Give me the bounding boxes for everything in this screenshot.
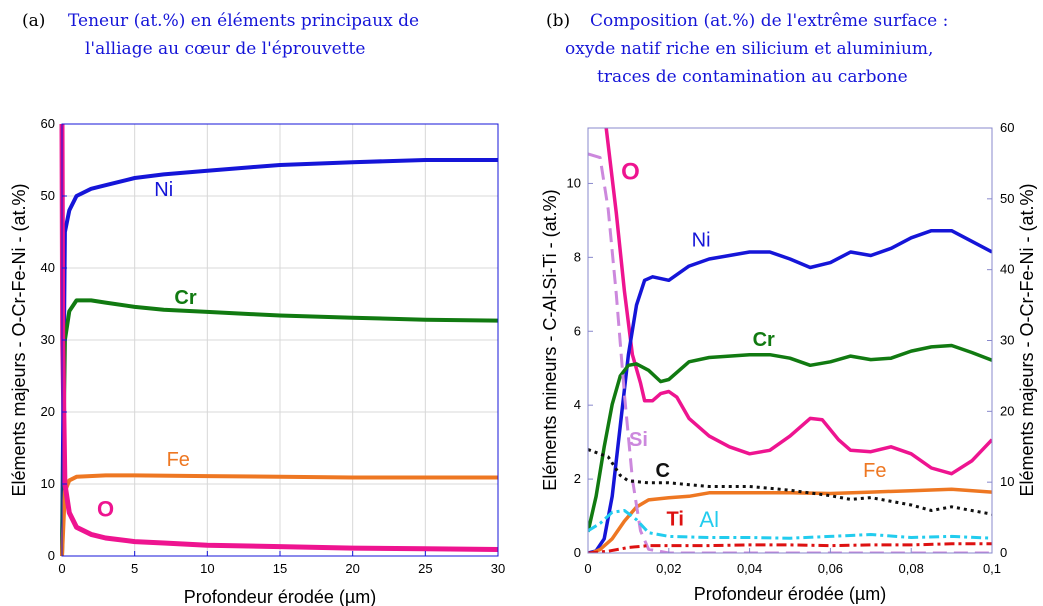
panel-b-left-y-tick-label: 4 bbox=[574, 397, 581, 412]
panel-a-series-cr bbox=[60, 298, 499, 557]
panel-b-right-y-tick-label: 40 bbox=[1000, 262, 1014, 277]
panel-b-series-label-o: O bbox=[621, 159, 640, 186]
panel-b-x-tick-label: 0,1 bbox=[983, 561, 1001, 576]
panel-a-x-tick-label: 10 bbox=[200, 561, 214, 576]
panel-a-series-fe bbox=[60, 473, 498, 557]
panel-b-series-label-ti: Ti bbox=[667, 508, 684, 530]
panel-b-left-y-axis-label: Eléments mineurs - C-Al-Si-Ti - (at.%) bbox=[540, 189, 560, 490]
panel-b-right-y-tick-label: 60 bbox=[1000, 120, 1014, 135]
panel-b-series-fe bbox=[591, 487, 992, 553]
panel-a-series-label-cr: Cr bbox=[174, 287, 196, 309]
panel-a-x-tick-label: 25 bbox=[418, 561, 432, 576]
panel-b-x-ticks: 0 0,02 0,04 0,06 0,08 0,1 bbox=[584, 548, 1001, 576]
panel-a-series-label-fe: Fe bbox=[167, 449, 190, 471]
panel-a-x-tick-label: 15 bbox=[273, 561, 287, 576]
panel-a-caption: (a) Teneur (at.%) en éléments principaux… bbox=[22, 11, 419, 59]
panel-a-y-tick-label: 20 bbox=[41, 404, 55, 419]
panel-a-y-tick-label: 10 bbox=[41, 476, 55, 491]
panel-b-left-y-tick-label: 6 bbox=[574, 323, 581, 338]
panel-a-y-tick-label: 30 bbox=[41, 332, 55, 347]
panel-a-series bbox=[59, 123, 499, 557]
panel-b-label: (b) bbox=[546, 11, 570, 31]
panel-b-series-label-al: Al bbox=[699, 507, 719, 532]
panel-b-x-tick-label: 0,04 bbox=[737, 561, 762, 576]
panel-b-left-y-ticks: 0 2 4 6 8 10 bbox=[567, 175, 593, 560]
panel-a-y-tick-label: 60 bbox=[41, 116, 55, 131]
panel-b-x-tick-label: 0,08 bbox=[899, 561, 924, 576]
panel-b-right-y-tick-label: 30 bbox=[1000, 333, 1014, 348]
panel-a-y-tick-label: 40 bbox=[41, 260, 55, 275]
panel-b-series-o bbox=[604, 128, 992, 476]
panel-b-series-cr bbox=[588, 343, 992, 533]
panel-a-x-tick-label: 5 bbox=[131, 561, 138, 576]
panel-a-grid bbox=[62, 124, 498, 556]
panel-a-title-line-1: Teneur (at.%) en éléments principaux de bbox=[68, 11, 419, 31]
panel-b-right-y-tick-label: 0 bbox=[1000, 545, 1007, 560]
panel-b-x-tick-label: 0,02 bbox=[656, 561, 681, 576]
panel-a-series-ni bbox=[60, 158, 498, 557]
panel-b-title-line-2: oxyde natif riche en silicium et alumini… bbox=[565, 39, 933, 59]
panel-b-series-label-cr: Cr bbox=[753, 329, 775, 351]
panel-b-right-y-tick-label: 10 bbox=[1000, 474, 1014, 489]
panel-b-caption: (b) Composition (at.%) de l'extrême surf… bbox=[546, 11, 948, 87]
panel-b-series-label-fe: Fe bbox=[863, 460, 886, 482]
panel-b-right-y-ticks: 0 10 20 30 40 50 60 bbox=[987, 120, 1014, 560]
panel-b-series-label-c: C bbox=[656, 460, 670, 482]
panel-b-series-c bbox=[588, 448, 992, 516]
panel-b-right-y-tick-label: 20 bbox=[1000, 403, 1014, 418]
panel-b-title-line-3: traces de contamination au carbone bbox=[597, 67, 908, 87]
panel-a-label: (a) bbox=[22, 11, 45, 31]
panel-b-x-tick-label: 0 bbox=[584, 561, 591, 576]
panel-a-y-ticks: 0 10 20 30 40 50 60 bbox=[41, 116, 67, 563]
panel-a-y-tick-label: 50 bbox=[41, 188, 55, 203]
panel-a-series-o bbox=[59, 123, 499, 552]
panel-b-series-label-ni: Ni bbox=[692, 229, 711, 251]
panel-b-series-labels: O Ni Cr Fe Si C Al Ti bbox=[621, 159, 886, 532]
panel-b-left-y-tick-label: 10 bbox=[567, 175, 581, 190]
panel-a-x-axis-label: Profondeur érodée (µm) bbox=[184, 587, 376, 606]
panel-b-series-ti bbox=[588, 542, 992, 553]
panel-b-right-y-axis-label: Eléments majeurs - O-Cr-Fe-Ni - (at.%) bbox=[1017, 183, 1037, 496]
panel-b-series-al bbox=[588, 509, 992, 540]
panel-b-x-axis-label: Profondeur érodée (µm) bbox=[694, 584, 886, 604]
panel-b-chart: 0 0,02 0,04 0,06 0,08 0,1 0 2 4 6 8 10 0 10 20 30 40 50… bbox=[540, 120, 1037, 604]
panel-a-series-labels: Ni Cr Fe O bbox=[97, 179, 197, 521]
panel-b-left-y-tick-label: 0 bbox=[574, 545, 581, 560]
panel-b-x-tick-label: 0,06 bbox=[818, 561, 843, 576]
panel-a-title-line-2: l'alliage au cœur de l'éprouvette bbox=[85, 39, 365, 59]
panel-b-series-ni bbox=[588, 228, 992, 553]
panel-a-chart: 0 5 10 15 20 25 30 0 10 20 30 40 50 60 Ni Cr Fe O Profo… bbox=[9, 116, 505, 606]
panel-a-y-tick-label: 0 bbox=[48, 548, 55, 563]
panel-b-series bbox=[588, 128, 992, 553]
panel-b-title-line-1: Composition (at.%) de l'extrême surface … bbox=[590, 11, 948, 31]
panel-a-y-axis-label: Eléments majeurs - O-Cr-Fe-Ni - (at.%) bbox=[9, 183, 29, 496]
panel-a-x-tick-label: 30 bbox=[491, 561, 505, 576]
panel-b-series-label-si: Si bbox=[629, 429, 648, 451]
panel-a-x-tick-label: 0 bbox=[58, 561, 65, 576]
panel-a-x-tick-label: 20 bbox=[345, 561, 359, 576]
panel-a-series-label-o: O bbox=[97, 496, 114, 521]
panel-b-left-y-tick-label: 2 bbox=[574, 471, 581, 486]
panel-b-left-y-tick-label: 8 bbox=[574, 249, 581, 264]
panel-a-x-ticks: 0 5 10 15 20 25 30 bbox=[58, 551, 505, 576]
panel-a-series-label-ni: Ni bbox=[154, 179, 173, 201]
panel-b-right-y-tick-label: 50 bbox=[1000, 191, 1014, 206]
